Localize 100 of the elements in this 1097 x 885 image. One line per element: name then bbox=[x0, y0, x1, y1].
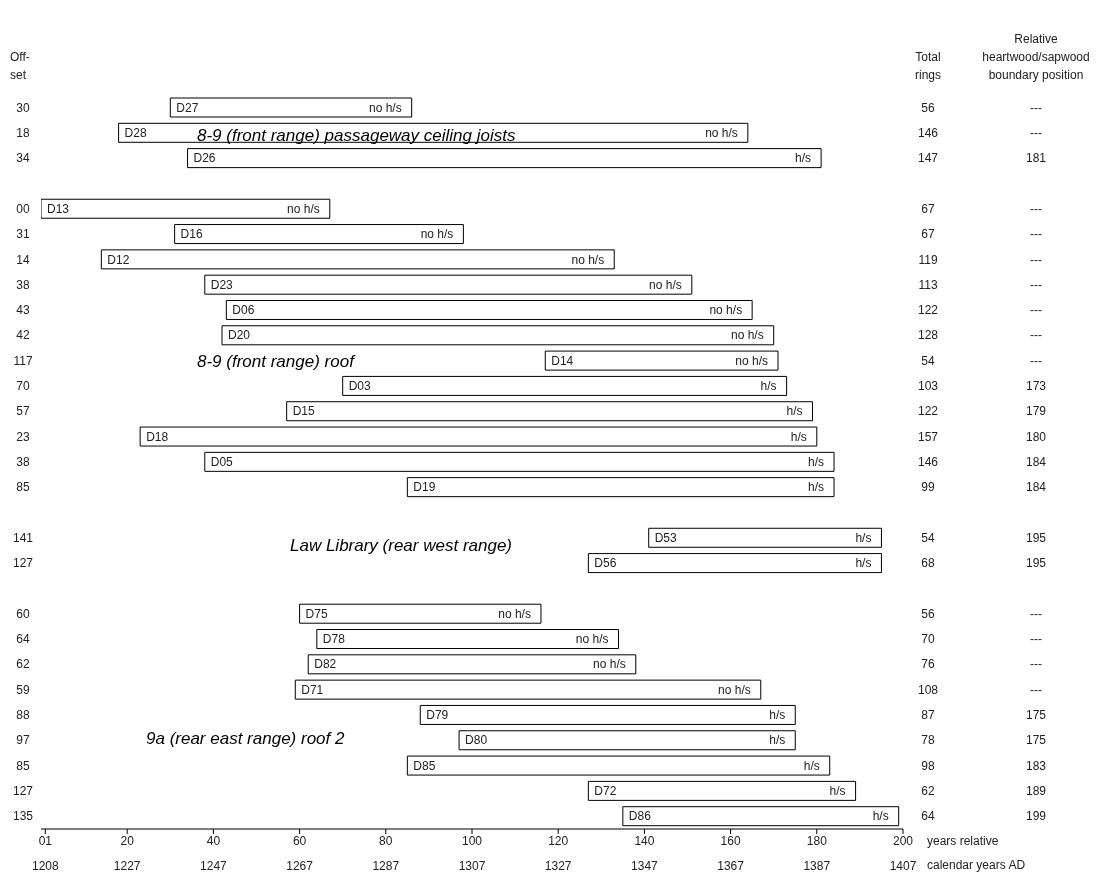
data-label: 56 bbox=[921, 100, 935, 115]
annotation: h/s bbox=[760, 379, 777, 394]
text: 57 bbox=[16, 404, 30, 419]
x-tick-label: 01 bbox=[38, 833, 53, 848]
y-tick-label: D53 bbox=[654, 530, 678, 545]
x-tick-label: 160 bbox=[720, 833, 741, 848]
annotation: 9a (rear east range) roof 2 bbox=[146, 729, 345, 749]
data-label: 70 bbox=[921, 632, 935, 647]
x-tick-label: 120 bbox=[548, 833, 569, 848]
bar bbox=[294, 679, 762, 700]
data-label: 122 bbox=[917, 404, 939, 419]
text: 00 bbox=[16, 201, 30, 216]
annotation: no h/s bbox=[420, 227, 454, 242]
y-tick-label: D56 bbox=[594, 556, 617, 571]
y-tick-label: D28 bbox=[124, 125, 147, 140]
annotation: no h/s bbox=[498, 606, 531, 621]
bar bbox=[587, 553, 882, 574]
annotation: h/s bbox=[808, 480, 825, 495]
text: 181 bbox=[1025, 151, 1047, 166]
y-tick-label: D18 bbox=[146, 429, 169, 444]
text: Relative heartwood/sapwood boundary position bbox=[981, 31, 1091, 84]
data-label: 146 bbox=[917, 125, 939, 140]
x-tick-label: 200 bbox=[892, 833, 914, 848]
x2-axis-title: calendar years AD bbox=[927, 858, 1026, 872]
y-tick-label: D78 bbox=[322, 632, 346, 647]
y-tick-label: D71 bbox=[301, 682, 324, 697]
data-label: 54 bbox=[921, 353, 935, 368]
text: 179 bbox=[1025, 404, 1047, 419]
x-tick-label: 20 bbox=[120, 833, 135, 848]
text: 59 bbox=[16, 682, 30, 697]
bar bbox=[187, 148, 822, 169]
x2-tick-label: 1367 bbox=[717, 858, 745, 873]
text: 60 bbox=[16, 606, 30, 621]
annotation: no h/s bbox=[571, 252, 605, 267]
annotation: h/s bbox=[855, 530, 872, 545]
text: 175 bbox=[1025, 708, 1047, 723]
bar bbox=[544, 350, 779, 371]
text: --- bbox=[1030, 252, 1042, 267]
text: --- bbox=[1030, 682, 1042, 697]
text: --- bbox=[1030, 201, 1042, 216]
y-tick-label: D15 bbox=[292, 404, 316, 419]
x-tick-label: 40 bbox=[206, 833, 221, 848]
x2-tick-label: 1247 bbox=[200, 858, 228, 873]
text: 173 bbox=[1025, 379, 1047, 394]
data-label: 56 bbox=[921, 606, 935, 621]
text: 70 bbox=[16, 379, 30, 394]
x2-tick-label: 1227 bbox=[113, 858, 141, 873]
x-tick-label: 140 bbox=[634, 833, 655, 848]
bar bbox=[406, 755, 831, 776]
bar bbox=[406, 477, 835, 498]
annotation: no h/s bbox=[735, 353, 769, 368]
annotation: no h/s bbox=[287, 201, 320, 216]
annotation: no h/s bbox=[718, 682, 751, 697]
y-tick-label: D86 bbox=[628, 809, 652, 824]
x-axis-title: years relative bbox=[927, 834, 999, 848]
bar bbox=[286, 401, 813, 422]
text: 135 bbox=[12, 809, 34, 824]
bar bbox=[100, 249, 615, 270]
bar bbox=[342, 375, 788, 396]
data-label: 122 bbox=[917, 303, 939, 318]
x-tick-label: 180 bbox=[806, 833, 828, 848]
y-tick-label: D16 bbox=[180, 227, 203, 242]
annotation: h/s bbox=[795, 151, 812, 166]
y-tick-label: D72 bbox=[594, 784, 617, 799]
x2-tick-label: 1327 bbox=[544, 858, 572, 873]
y-tick-label: D85 bbox=[413, 758, 436, 773]
y-tick-label: D14 bbox=[551, 353, 574, 368]
data-label: 67 bbox=[921, 201, 935, 216]
text: 184 bbox=[1025, 455, 1047, 469]
data-label: 64 bbox=[921, 809, 935, 824]
text: 34 bbox=[16, 151, 30, 166]
annotation: h/s bbox=[786, 404, 803, 419]
bar bbox=[458, 730, 796, 751]
text: 127 bbox=[12, 784, 34, 799]
x2-tick-label: 1267 bbox=[286, 858, 314, 873]
text: 18 bbox=[16, 125, 30, 140]
text: 62 bbox=[16, 657, 30, 672]
y-tick-label: D80 bbox=[465, 733, 488, 748]
data-label: 76 bbox=[921, 657, 935, 672]
text: --- bbox=[1030, 353, 1042, 368]
annotation: Law Library (rear west range) bbox=[290, 535, 513, 555]
text: 43 bbox=[16, 303, 30, 318]
data-label: 99 bbox=[921, 480, 935, 495]
bar bbox=[299, 603, 542, 624]
bar bbox=[419, 704, 796, 725]
text: 175 bbox=[1025, 733, 1047, 748]
data-label: 108 bbox=[917, 682, 939, 697]
text: 31 bbox=[16, 227, 30, 242]
text: 189 bbox=[1025, 784, 1047, 799]
text: --- bbox=[1030, 657, 1042, 672]
text: 184 bbox=[1025, 480, 1047, 495]
text: 195 bbox=[1025, 530, 1047, 545]
text: 97 bbox=[16, 733, 30, 748]
data-label: 98 bbox=[921, 758, 935, 773]
data-label: 54 bbox=[921, 530, 935, 545]
bar bbox=[648, 527, 882, 548]
x-tick-label: 80 bbox=[379, 833, 393, 848]
y-tick-label: D26 bbox=[193, 151, 216, 166]
bar bbox=[221, 325, 775, 346]
text: 127 bbox=[12, 556, 34, 571]
